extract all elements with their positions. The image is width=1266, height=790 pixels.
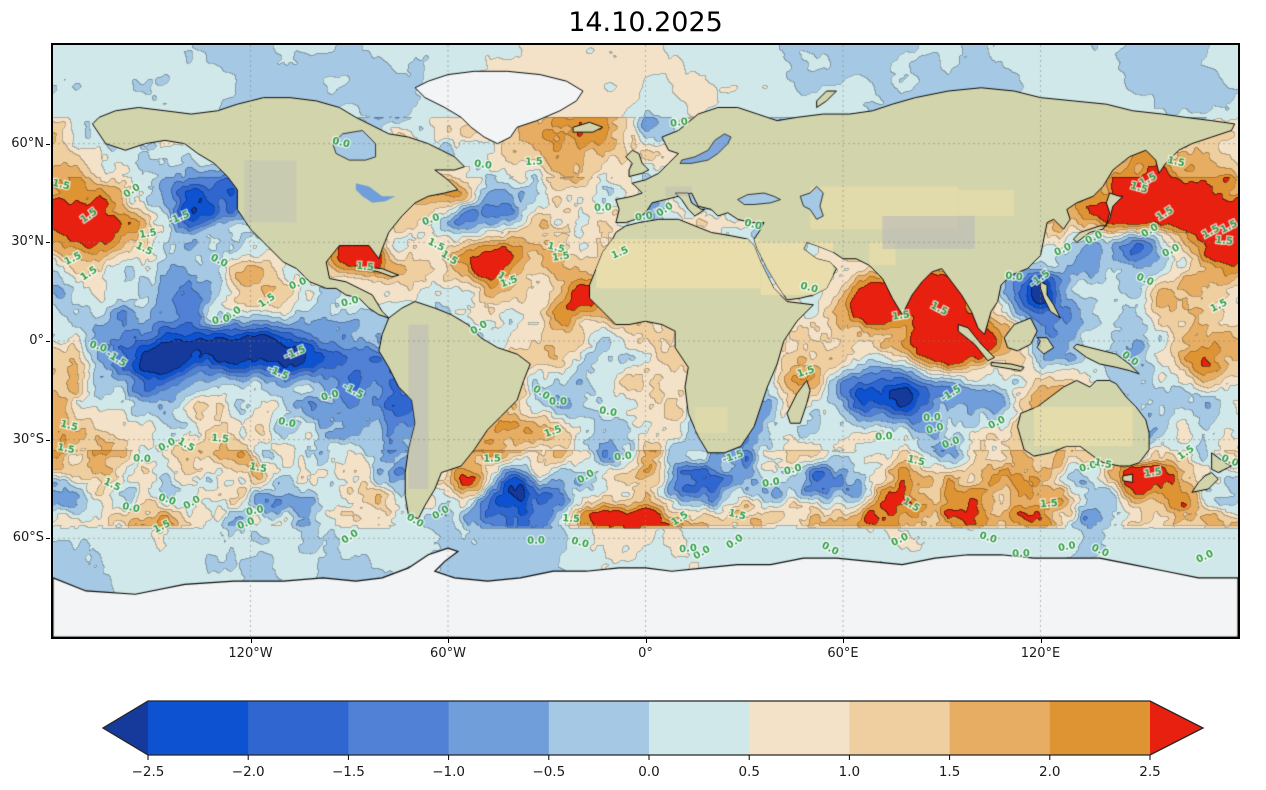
colorbar-segment (649, 701, 750, 755)
lon-tick-label: 120°W (228, 646, 273, 661)
colorbar-tick-label: −2.0 (232, 764, 265, 780)
colorbar-tick-label: −2.5 (132, 764, 165, 780)
colorbar-tick-label: 2.5 (1139, 764, 1160, 780)
lon-tick-mark (250, 639, 252, 643)
lon-tick-mark (448, 639, 449, 643)
lat-tick-mark (46, 538, 50, 540)
colorbar-segment (248, 701, 349, 755)
colorbar-segment (749, 701, 850, 755)
colorbar-segment (348, 701, 450, 755)
world-anomaly-map-canvas (53, 45, 1238, 637)
colorbar: −2.5 −2.0 −1.5 −1.0 −0.5 0.0 0.5 1.0 1.5 2.0 2.5 (101, 700, 1205, 780)
lat-tick-label: 60°S (12, 530, 44, 546)
colorbar-segment (448, 701, 550, 755)
colorbar-tick-label: −1.0 (432, 764, 465, 780)
colorbar-segment (849, 701, 951, 755)
colorbar-tick-label: 2.0 (1039, 764, 1060, 780)
lon-tick-mark (843, 639, 844, 643)
colorbar-overflow-arrow (1150, 701, 1203, 755)
lat-tick-mark (46, 341, 50, 342)
colorbar-tick-label: 1.5 (939, 764, 960, 780)
lon-tick-mark (645, 639, 647, 643)
lon-tick-label: 120°E (1020, 646, 1061, 661)
colorbar-tick-label: 0.0 (638, 764, 659, 780)
lat-tick-mark (46, 439, 50, 441)
colorbar-underflow-arrow (103, 701, 148, 755)
colorbar-segment (148, 701, 249, 755)
colorbar-tick-label: −0.5 (532, 764, 565, 780)
lat-tick-mark (46, 143, 50, 145)
lat-tick-label: 60°N (11, 135, 44, 151)
lon-tick-label: 0° (638, 646, 653, 661)
lon-tick-label: 60°E (827, 646, 859, 661)
colorbar-segment (548, 701, 650, 755)
lon-tick-mark (1040, 639, 1042, 643)
colorbar-segment (1049, 701, 1151, 755)
lat-tick-label: 30°N (11, 234, 44, 250)
lat-tick-label: 30°S (12, 431, 44, 447)
colorbar-tick-label: −1.5 (332, 764, 365, 780)
colorbar-tick-label: 0.5 (738, 764, 759, 780)
lon-tick-label: 60°W (430, 646, 466, 661)
lat-tick-mark (46, 242, 50, 244)
colorbar-segment (949, 701, 1051, 755)
map-plot-area (51, 43, 1240, 639)
colorbar-tick-label: 1.0 (839, 764, 860, 780)
lat-tick-label: 0° (29, 333, 44, 348)
plot-title: 14.10.2025 (568, 7, 723, 38)
